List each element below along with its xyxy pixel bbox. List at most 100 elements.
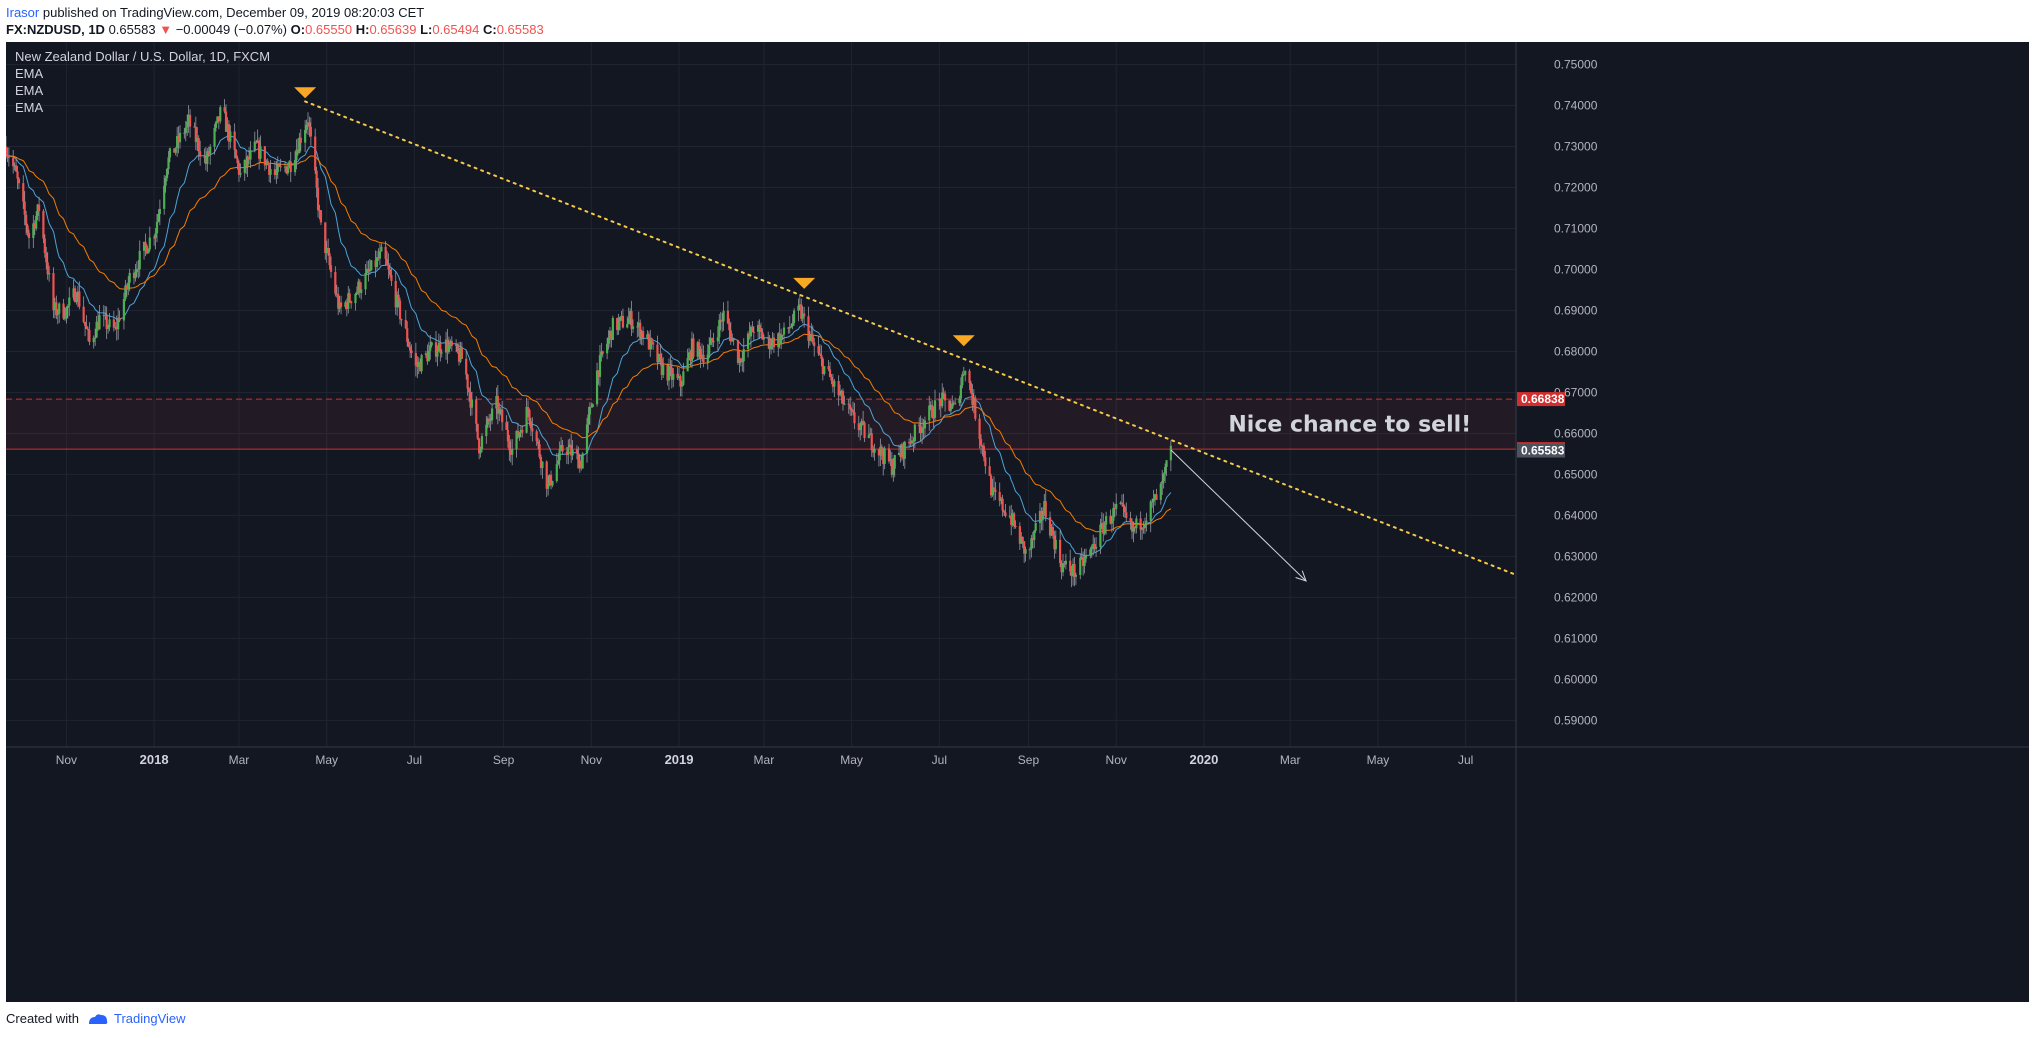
candle-body xyxy=(388,269,392,275)
author-link[interactable]: Irasor xyxy=(6,5,40,20)
candle-body xyxy=(1034,522,1037,531)
candle-body xyxy=(551,481,554,486)
ema-label-2[interactable]: EMA xyxy=(15,83,44,98)
candle-body xyxy=(923,420,927,429)
candle xyxy=(1013,511,1016,529)
price-chart[interactable]: 0.75000 0.74000 0.73000 0.72000 0.71000 0.700… xyxy=(6,42,2029,1002)
candle-body xyxy=(122,299,126,321)
candle-body xyxy=(1070,571,1073,577)
candle xyxy=(92,335,95,349)
candle-body xyxy=(25,214,28,226)
candle xyxy=(689,349,692,367)
candle-body xyxy=(304,129,307,143)
axes: 0.75000 0.74000 0.73000 0.72000 0.71000 0.700… xyxy=(6,42,2029,1002)
candle-body xyxy=(1089,549,1092,556)
tradingview-logo-icon xyxy=(88,1014,107,1024)
candle-body xyxy=(555,464,558,482)
ema-label-1[interactable]: EMA xyxy=(15,66,44,81)
candle xyxy=(1010,504,1013,536)
candle xyxy=(1162,472,1165,489)
chart-legend: New Zealand Dollar / U.S. Dollar, 1D, FX… xyxy=(15,49,270,115)
candle xyxy=(1093,537,1096,553)
candle-body xyxy=(112,319,115,328)
candle-body xyxy=(1102,522,1105,534)
candle-body xyxy=(298,137,301,154)
candle-body xyxy=(539,456,543,469)
candle xyxy=(396,291,399,316)
candle xyxy=(1034,513,1037,533)
candle-body xyxy=(318,210,321,212)
candle-body xyxy=(404,319,407,329)
candle xyxy=(339,295,343,315)
candle xyxy=(327,238,330,256)
candle xyxy=(600,342,603,362)
candle xyxy=(269,159,272,184)
candle-body xyxy=(247,156,251,160)
candle xyxy=(872,445,875,458)
candle xyxy=(325,240,328,263)
candle-body xyxy=(998,492,1001,501)
candle xyxy=(639,319,642,345)
candle xyxy=(981,444,984,456)
candle-body xyxy=(518,432,521,438)
candle-body xyxy=(155,221,159,234)
candle xyxy=(590,402,593,408)
candle-body xyxy=(96,321,100,330)
candle xyxy=(178,125,182,149)
symbol-name: FX:NZDUSD, 1D xyxy=(6,22,105,37)
candle xyxy=(516,422,520,439)
candle xyxy=(849,396,852,416)
candle-body xyxy=(1079,557,1082,575)
candle-body xyxy=(365,268,369,273)
candle-body xyxy=(176,135,179,149)
candle-body xyxy=(621,315,625,328)
candle-body xyxy=(591,404,594,408)
candle-body xyxy=(933,400,937,418)
candle-body xyxy=(680,384,684,387)
candle-body xyxy=(972,397,975,405)
candle-body xyxy=(174,148,177,153)
candle-body xyxy=(137,268,140,270)
candle xyxy=(722,302,725,331)
candle-body xyxy=(1135,518,1138,529)
candle-body xyxy=(989,475,993,496)
candle-body xyxy=(629,311,632,319)
y-tick-label: 0.70000 xyxy=(1554,262,1598,276)
candle xyxy=(813,337,816,357)
candle xyxy=(420,353,423,374)
candle-body xyxy=(52,273,55,311)
candle-body xyxy=(1082,556,1085,566)
candle xyxy=(245,150,248,175)
candle-body xyxy=(286,167,289,174)
candle xyxy=(1092,534,1095,556)
x-tick-label: Mar xyxy=(1280,753,1301,767)
ema-label-3[interactable]: EMA xyxy=(15,100,44,115)
candle xyxy=(1102,513,1105,542)
chart-container[interactable]: 0.75000 0.74000 0.73000 0.72000 0.71000 0.700… xyxy=(6,42,2029,1002)
candle-body xyxy=(1149,501,1152,521)
candle xyxy=(467,386,471,402)
candle-body xyxy=(153,237,156,239)
price-tag xyxy=(1517,443,1565,458)
candle-body xyxy=(45,252,48,263)
candle-body xyxy=(768,337,771,350)
candle-body xyxy=(299,137,302,143)
candle xyxy=(255,139,258,144)
candle-body xyxy=(1069,560,1072,572)
candle xyxy=(1119,501,1122,505)
candle-body xyxy=(498,409,501,414)
candle-body xyxy=(1010,515,1013,525)
candle xyxy=(1099,518,1102,555)
tradingview-link[interactable]: TradingView xyxy=(114,1011,186,1026)
candle-body xyxy=(426,353,429,362)
candle-body xyxy=(666,364,669,381)
candle xyxy=(285,165,288,175)
y-tick-label: 0.66000 xyxy=(1554,426,1598,440)
candle xyxy=(46,251,49,280)
candle-body xyxy=(571,449,574,456)
y-tick-label: 0.68000 xyxy=(1554,344,1598,358)
candle-body xyxy=(608,330,612,338)
candle-body xyxy=(692,338,695,357)
candle-body xyxy=(127,282,130,290)
candle xyxy=(545,460,548,498)
